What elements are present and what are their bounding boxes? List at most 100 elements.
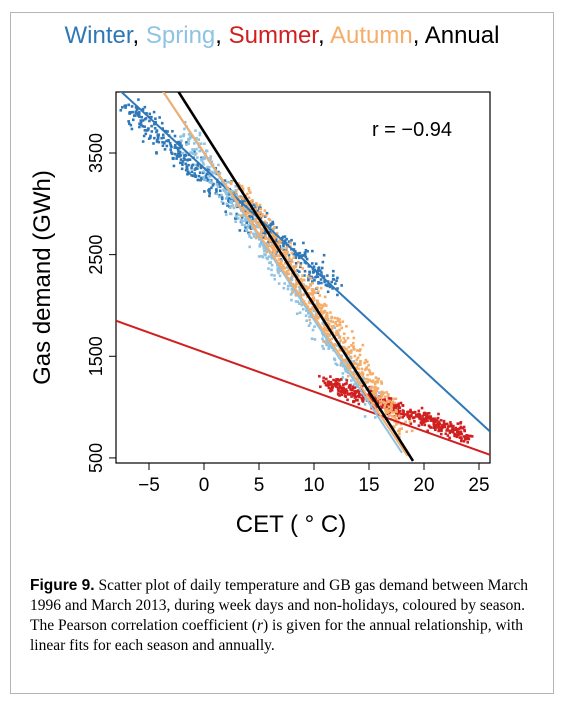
data-point <box>327 347 330 350</box>
data-point <box>412 416 416 419</box>
data-point <box>225 191 229 195</box>
data-point <box>143 125 146 128</box>
data-point <box>181 151 184 155</box>
data-point <box>198 171 202 175</box>
data-point <box>328 285 332 289</box>
data-point <box>208 170 212 174</box>
data-point <box>241 187 245 190</box>
data-point <box>290 298 293 302</box>
data-point <box>337 379 341 382</box>
data-point <box>281 264 285 267</box>
data-point <box>267 241 270 244</box>
data-point <box>431 419 435 423</box>
data-point <box>183 154 187 158</box>
data-point <box>370 386 374 389</box>
data-point <box>180 139 183 142</box>
data-point <box>181 134 185 138</box>
data-point <box>290 278 294 282</box>
data-point <box>253 235 256 238</box>
data-point <box>261 234 264 237</box>
data-point <box>345 325 348 328</box>
data-point <box>378 400 382 403</box>
data-point <box>240 221 244 224</box>
data-point <box>335 381 339 385</box>
data-point <box>317 290 320 293</box>
data-point <box>250 202 254 205</box>
data-point <box>438 422 442 425</box>
data-point <box>247 211 251 215</box>
data-point <box>127 103 131 107</box>
data-point <box>403 413 407 416</box>
data-point <box>427 411 431 415</box>
data-point <box>389 407 393 410</box>
data-point <box>279 260 283 263</box>
title-annual: Annual <box>424 22 500 49</box>
data-point <box>153 126 157 130</box>
data-point <box>181 160 185 163</box>
data-point <box>367 368 371 372</box>
data-point <box>271 220 275 224</box>
data-point <box>157 140 161 144</box>
data-point <box>173 144 177 147</box>
data-point <box>376 397 380 401</box>
data-point <box>324 383 328 387</box>
data-point <box>327 383 331 387</box>
data-point <box>299 290 302 294</box>
data-point <box>165 139 168 143</box>
data-point <box>144 117 148 120</box>
data-point <box>335 333 338 337</box>
data-point <box>414 415 418 418</box>
data-point <box>365 360 369 364</box>
data-point <box>179 135 182 138</box>
data-point <box>258 206 262 209</box>
data-point <box>177 142 181 146</box>
data-point <box>146 128 150 132</box>
data-point <box>381 398 385 402</box>
data-point <box>308 315 311 318</box>
data-point <box>357 395 361 399</box>
data-point <box>309 283 312 286</box>
data-point <box>199 157 203 161</box>
data-point <box>345 348 348 351</box>
data-point <box>259 223 262 227</box>
data-point <box>325 283 329 286</box>
data-point <box>176 152 180 156</box>
data-point <box>361 372 365 375</box>
data-point <box>241 189 245 192</box>
data-point <box>234 204 238 208</box>
data-point <box>317 282 320 285</box>
data-point <box>434 427 437 430</box>
data-point <box>300 303 304 307</box>
data-point <box>466 437 469 440</box>
data-point <box>278 274 282 278</box>
data-point <box>205 149 209 153</box>
data-point <box>356 374 359 378</box>
data-point <box>235 193 239 197</box>
data-point <box>314 310 318 313</box>
data-point <box>428 425 432 429</box>
data-point <box>426 429 429 433</box>
data-point <box>285 250 289 254</box>
data-point <box>136 112 139 116</box>
data-point <box>350 391 353 395</box>
data-point <box>282 242 285 246</box>
data-point <box>334 379 338 383</box>
data-point <box>340 387 344 391</box>
data-point <box>419 421 423 424</box>
data-point <box>215 183 219 186</box>
data-point <box>148 112 152 116</box>
data-point <box>440 424 443 427</box>
data-point <box>454 428 458 431</box>
plot-area <box>115 91 491 464</box>
data-point <box>389 397 393 400</box>
fit-line-annual <box>177 92 415 462</box>
data-point <box>346 351 349 354</box>
data-point <box>294 285 298 288</box>
data-point <box>244 202 248 206</box>
data-point <box>468 434 472 438</box>
data-point <box>350 349 353 352</box>
data-point <box>269 261 272 264</box>
data-point <box>307 324 311 328</box>
data-point <box>131 110 135 114</box>
data-point <box>237 195 241 199</box>
